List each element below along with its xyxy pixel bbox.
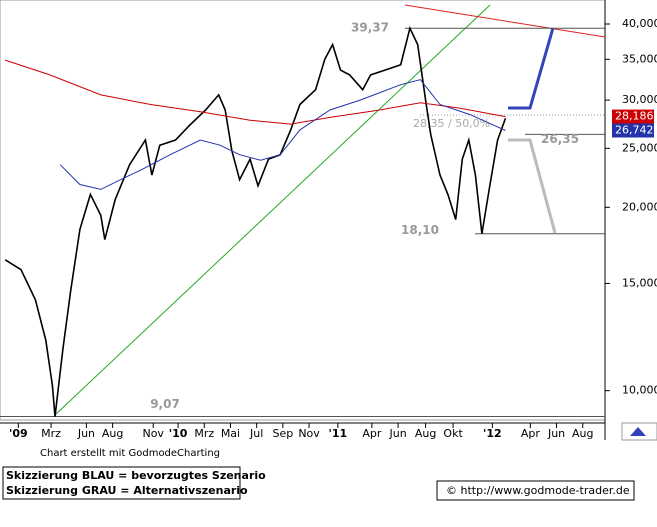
plot-frame [0, 0, 606, 421]
arrow-icon [630, 427, 646, 436]
trend-line [54, 4, 491, 416]
x-tick-label: '11 [329, 427, 348, 440]
x-tick-label: Jun [389, 427, 407, 440]
trend-line [404, 4, 606, 38]
price-badge [612, 123, 654, 138]
legend-text: Skizzierung GRAU = Alternativszenario [6, 484, 248, 497]
y-tick-label: 40,000 [622, 17, 657, 30]
annotation: 26,35 [541, 132, 579, 146]
x-tick-label: '10 [169, 427, 188, 440]
url[interactable]: © http://www.godmode-trader.de [446, 484, 630, 497]
y-tick-label: 20,000 [622, 200, 657, 213]
y-tick-label: 15,000 [622, 276, 657, 289]
x-tick-label: Aug [572, 427, 593, 440]
x-tick-label: Apr [362, 427, 382, 440]
x-tick-label: Nov [142, 427, 164, 440]
x-tick-label: Mrz [41, 427, 61, 440]
y-tick-label: 35,000 [622, 52, 657, 65]
x-tick-label: Jun [547, 427, 565, 440]
price-badge-label: 26,742 [615, 123, 654, 136]
x-tick-label: Mrz [194, 427, 214, 440]
y-tick-label: 25,000 [622, 141, 657, 154]
credit: Chart erstellt mit GodmodeCharting [40, 448, 220, 459]
x-tick-label: Mai [221, 427, 240, 440]
annotation: 39,37 [351, 21, 389, 35]
scenario-blue [508, 27, 555, 110]
y-tick-label: 30,000 [622, 93, 657, 106]
annotation: 18,10 [401, 223, 439, 237]
price-badge [612, 109, 654, 124]
legend-text: Skizzierung BLAU = bevorzugtes Szenario [6, 469, 266, 482]
x-tick-label: Jun [77, 427, 95, 440]
series-line [59, 79, 506, 190]
series-line [5, 59, 506, 125]
x-tick-label: Jul [249, 427, 263, 440]
x-tick-label: Apr [521, 427, 541, 440]
series-line [4, 25, 507, 417]
url-box [436, 480, 635, 501]
annotation: 9,07 [150, 397, 180, 411]
x-tick-label: Nov [298, 427, 320, 440]
x-tick-label: '09 [9, 427, 28, 440]
price-badge-label: 28,186 [615, 110, 654, 123]
x-tick-label: '12 [483, 427, 502, 440]
x-tick-label: Okt [443, 427, 463, 440]
x-tick-label: Aug [415, 427, 436, 440]
x-tick-label: Sep [272, 427, 293, 440]
scenario-grey [508, 138, 557, 234]
annotation: 28,35 / 50,0% [413, 117, 490, 130]
legend-box [2, 466, 241, 500]
x-tick-label: Aug [102, 427, 123, 440]
y-tick-label: 10,000 [622, 384, 657, 397]
